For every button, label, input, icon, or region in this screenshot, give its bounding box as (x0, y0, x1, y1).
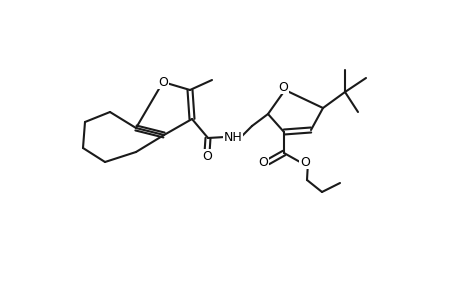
Text: O: O (257, 155, 267, 169)
Text: NH: NH (223, 130, 242, 143)
Text: O: O (277, 80, 287, 94)
Text: O: O (299, 155, 309, 169)
Text: O: O (158, 76, 168, 88)
Text: O: O (202, 149, 212, 163)
